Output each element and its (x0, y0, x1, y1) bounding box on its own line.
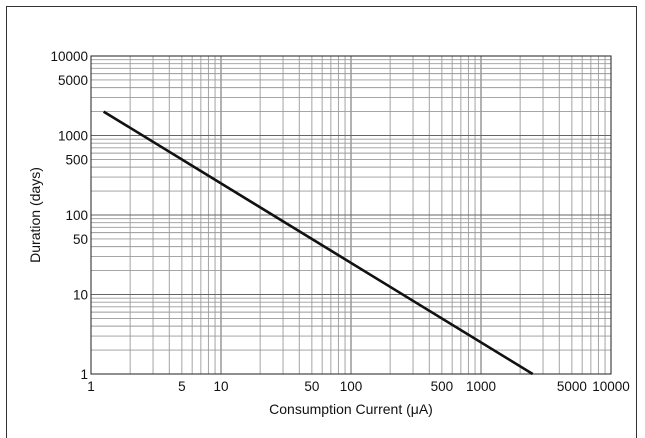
y-tick-label: 10 (73, 288, 88, 303)
x-tick-label: 5000 (557, 379, 587, 394)
plot-border (90, 55, 612, 375)
series-line (102, 110, 534, 376)
x-tick-label: 500 (431, 379, 454, 394)
x-tick-label: 50 (304, 379, 319, 394)
y-tick-label: 500 (65, 152, 88, 167)
x-axis-label: Consumption Current (μA) (269, 401, 433, 417)
grid (91, 56, 611, 374)
y-tick-label: 1 (80, 367, 88, 382)
x-tick-label: 10000 (592, 379, 630, 394)
x-tick-label: 100 (340, 379, 363, 394)
x-tick-label: 5 (178, 379, 186, 394)
y-tick-labels: 1 10 50 100 500 1000 5000 10000 (50, 49, 88, 382)
y-tick-label: 10000 (50, 49, 88, 64)
x-tick-label: 1000 (466, 379, 496, 394)
x-tick-label: 1 (87, 379, 95, 394)
x-tick-label: 10 (213, 379, 228, 394)
y-tick-label: 100 (65, 208, 88, 223)
x-tick-labels: 1 5 10 50 100 500 1000 5000 10000 (87, 379, 630, 394)
y-tick-label: 1000 (58, 129, 88, 144)
series (102, 110, 534, 376)
y-tick-label: 5000 (58, 73, 88, 88)
y-tick-label: 50 (73, 232, 88, 247)
y-axis-label: Duration (days) (27, 167, 43, 263)
